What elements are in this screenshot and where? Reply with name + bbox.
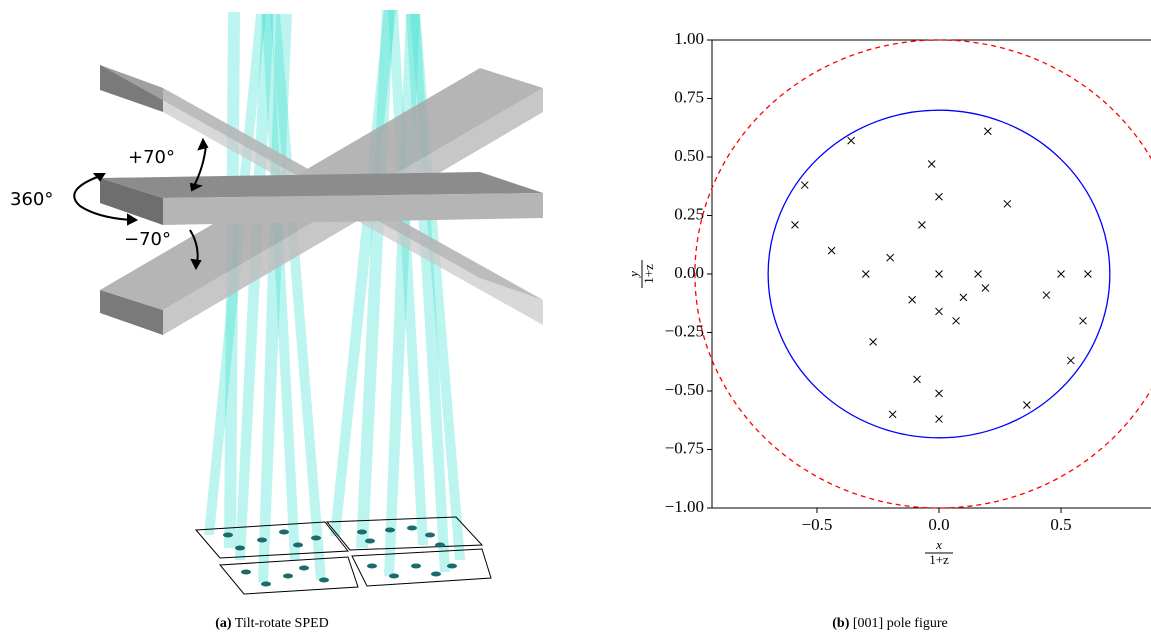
x-label-num: x <box>935 537 942 552</box>
point <box>1058 271 1065 278</box>
x-tick-label: −0.5 <box>802 515 833 534</box>
point <box>887 254 894 261</box>
y-tick-label: 0.00 <box>674 263 704 282</box>
point <box>801 182 808 189</box>
caption-tag: (b) <box>832 616 849 631</box>
point <box>791 221 798 228</box>
point <box>936 193 943 200</box>
point <box>982 285 989 292</box>
y-tick-label: 0.25 <box>674 204 704 223</box>
point <box>848 137 855 144</box>
point <box>914 376 921 383</box>
caption-text: Tilt-rotate SPED <box>235 616 329 631</box>
chart: 1.00 0.75 0.50 0.25 0.00 −0.25 −0.50 −0.75 −1.00… <box>626 29 1151 567</box>
x-tick-label: 0.0 <box>928 515 949 534</box>
rotation-label: 360° <box>10 189 53 210</box>
y-tick-label: 0.50 <box>674 146 704 165</box>
y-tick-label: −1.00 <box>665 497 704 516</box>
point <box>928 161 935 168</box>
diagram: +70° 360° −70° <box>10 10 543 594</box>
x-label-den: 1+z <box>929 552 949 567</box>
circle <box>695 40 1151 508</box>
tilt-label: −70° <box>124 229 171 250</box>
point <box>975 271 982 278</box>
figure: +70° 360° −70° (a) Tilt-rotate SPED (b) … <box>0 0 1151 634</box>
point <box>1084 271 1091 278</box>
point <box>828 247 835 254</box>
y-tick-label: −0.75 <box>665 438 704 457</box>
point <box>1004 200 1011 207</box>
caption-tag: (a) <box>215 616 232 631</box>
point <box>862 271 869 278</box>
y-label-den: 1+z <box>641 264 656 284</box>
point <box>984 128 991 135</box>
point <box>918 221 925 228</box>
caption-text: [001] pole figure <box>853 616 948 631</box>
y-tick-label: −0.25 <box>665 321 704 340</box>
point <box>960 294 967 301</box>
y-label-num: y <box>626 271 641 279</box>
caption: (a) Tilt-rotate SPED <box>215 616 329 631</box>
slabs <box>100 65 543 335</box>
point <box>953 317 960 324</box>
tilt-label: +70° <box>128 147 175 168</box>
point <box>936 271 943 278</box>
point <box>936 416 943 423</box>
point <box>1043 292 1050 299</box>
point <box>936 308 943 315</box>
point <box>1067 357 1074 364</box>
point <box>889 411 896 418</box>
caption: (b) [001] pole figure <box>832 616 947 631</box>
beams <box>204 10 465 582</box>
x-tick-label: 0.5 <box>1050 515 1071 534</box>
point <box>909 296 916 303</box>
point <box>936 390 943 397</box>
y-tick-label: 1.00 <box>674 29 704 48</box>
point <box>870 338 877 345</box>
point <box>1023 402 1030 409</box>
point <box>1080 317 1087 324</box>
y-tick-label: −0.50 <box>665 380 704 399</box>
y-tick-label: 0.75 <box>674 87 704 106</box>
